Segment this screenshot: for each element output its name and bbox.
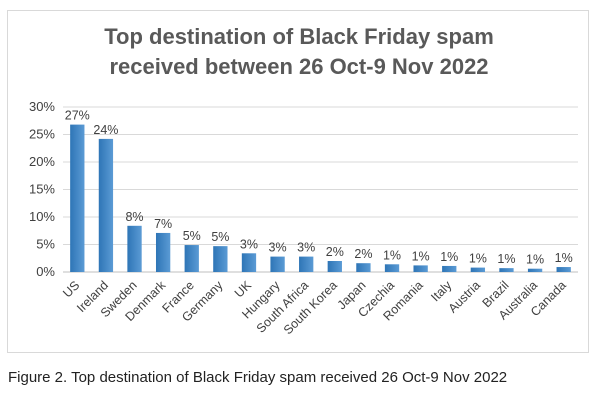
chart-title-line-1: Top destination of Black Friday spam [104,24,494,49]
data-label: 3% [269,241,287,255]
grid-layer [63,106,578,273]
bar-canada [556,267,571,272]
y-tick-label: 30% [29,99,55,114]
data-label: 1% [440,250,458,264]
data-label: 3% [240,237,258,251]
x-category-label: UK [232,278,255,301]
chart-frame: Top destination of Black Friday spam rec… [7,10,589,353]
bar-uk [241,253,257,272]
data-label: 1% [497,252,515,266]
y-axis-ticks: 0% 5% 10% 15% 20% 25% 30% [29,99,55,279]
figure-caption: Figure 2. Top destination of Black Frida… [8,369,508,386]
y-tick-label: 0% [36,264,55,279]
bars [70,124,571,272]
bar-australia [527,268,543,272]
y-tick-label: 15% [29,182,55,197]
data-labels: 27%24% 8% 7% 5% 5% 3% 3% 3% 2% 2% 1% 1% 1% 1% 1% 1% 1% [65,109,573,267]
data-label: 5% [211,230,229,244]
bar-sweden [127,225,142,272]
y-tick-label: 25% [29,127,55,142]
data-label: 27% [65,109,90,123]
data-label: 5% [183,229,201,243]
data-label: 24% [93,123,118,137]
bar-germany [213,246,228,272]
data-label: 2% [326,245,344,259]
data-label: 1% [555,251,573,265]
bar-us [70,124,85,272]
x-category-label: Austria [446,278,483,315]
bar-austria [470,267,486,272]
bar-italy [442,265,457,272]
bar-denmark [155,232,171,272]
x-category-label: US [60,278,82,300]
bar-japan [356,263,371,272]
data-label: 2% [354,247,372,261]
data-label: 3% [297,241,315,255]
data-label: 1% [412,249,430,263]
bar-hungary [270,256,285,272]
bar-chart: Top destination of Black Friday spam rec… [29,24,578,338]
bar-romania [413,265,428,272]
data-label: 1% [469,252,487,266]
data-label: 7% [154,217,172,231]
chart-title-line-2: received between 26 Oct-9 Nov 2022 [109,54,488,79]
y-tick-label: 10% [29,209,55,224]
y-tick-label: 20% [29,154,55,169]
data-label: 1% [526,253,544,267]
bar-ireland [98,138,114,272]
bar-brazil [499,268,514,272]
data-label: 1% [383,248,401,262]
data-label: 8% [125,210,143,224]
bar-france [184,245,199,272]
bar-south-africa [299,256,314,272]
y-tick-label: 5% [36,237,55,252]
bar-czechia [384,264,400,272]
bar-south-korea [327,261,342,272]
